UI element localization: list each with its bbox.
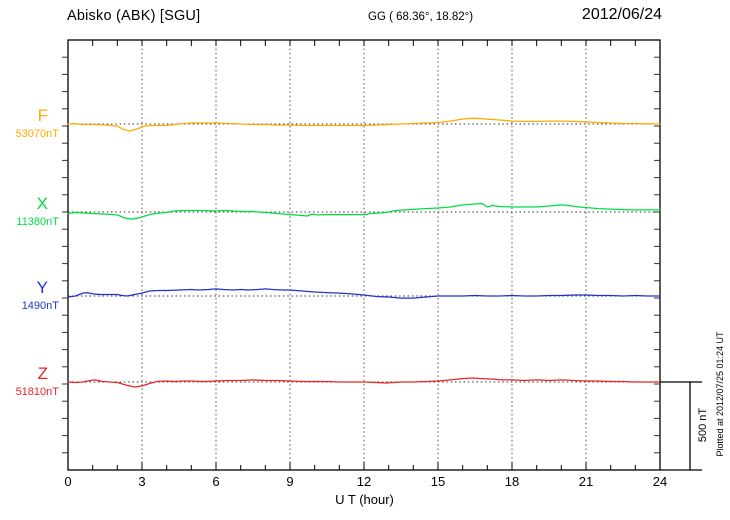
channel-letter-X: X xyxy=(36,194,48,213)
x-tick-label-24: 24 xyxy=(652,474,668,489)
channel-letter-Y: Y xyxy=(36,278,48,297)
x-tick-label-9: 9 xyxy=(286,474,294,489)
trace-X xyxy=(67,202,661,220)
scale-bar-label: 500 nT xyxy=(697,407,709,443)
x-tick-label-12: 12 xyxy=(356,474,372,489)
plot-date: 2012/06/24 xyxy=(581,6,662,23)
trace-F xyxy=(67,117,661,132)
x-tick-label-3: 3 xyxy=(138,474,146,489)
channel-letter-Z: Z xyxy=(37,364,48,383)
trace-Z xyxy=(67,377,661,388)
channel-label-Z: Z 51810nT xyxy=(0,364,60,399)
channel-baseline-value-Y: 1490nT xyxy=(21,300,59,312)
x-tick-label-18: 18 xyxy=(504,474,520,489)
x-tick-label-21: 21 xyxy=(578,474,594,489)
channel-label-F: F 53070nT xyxy=(0,106,60,141)
station-title: Abisko (ABK) [SGU] xyxy=(67,8,201,24)
geographic-coordinates: GG ( 68.36°, 18.82°) xyxy=(368,11,474,23)
channel-label-Y: Y 1490nT xyxy=(0,278,60,313)
channel-letter-F: F xyxy=(37,106,48,125)
x-axis-title: U T (hour) xyxy=(335,492,394,507)
channel-baseline-value-F: 53070nT xyxy=(15,128,59,140)
x-tick-label-15: 15 xyxy=(430,474,446,489)
trace-Y xyxy=(67,288,661,299)
channel-label-X: X 11380nT xyxy=(0,194,60,229)
x-tick-label-6: 6 xyxy=(212,474,220,489)
x-tick-label-0: 0 xyxy=(64,474,72,489)
channel-baseline-value-X: 11380nT xyxy=(16,216,59,228)
channel-baseline-value-Z: 51810nT xyxy=(15,386,59,398)
plotted-timestamp-note: Plotted at 2012/07/25 01:24 UT xyxy=(715,331,725,457)
